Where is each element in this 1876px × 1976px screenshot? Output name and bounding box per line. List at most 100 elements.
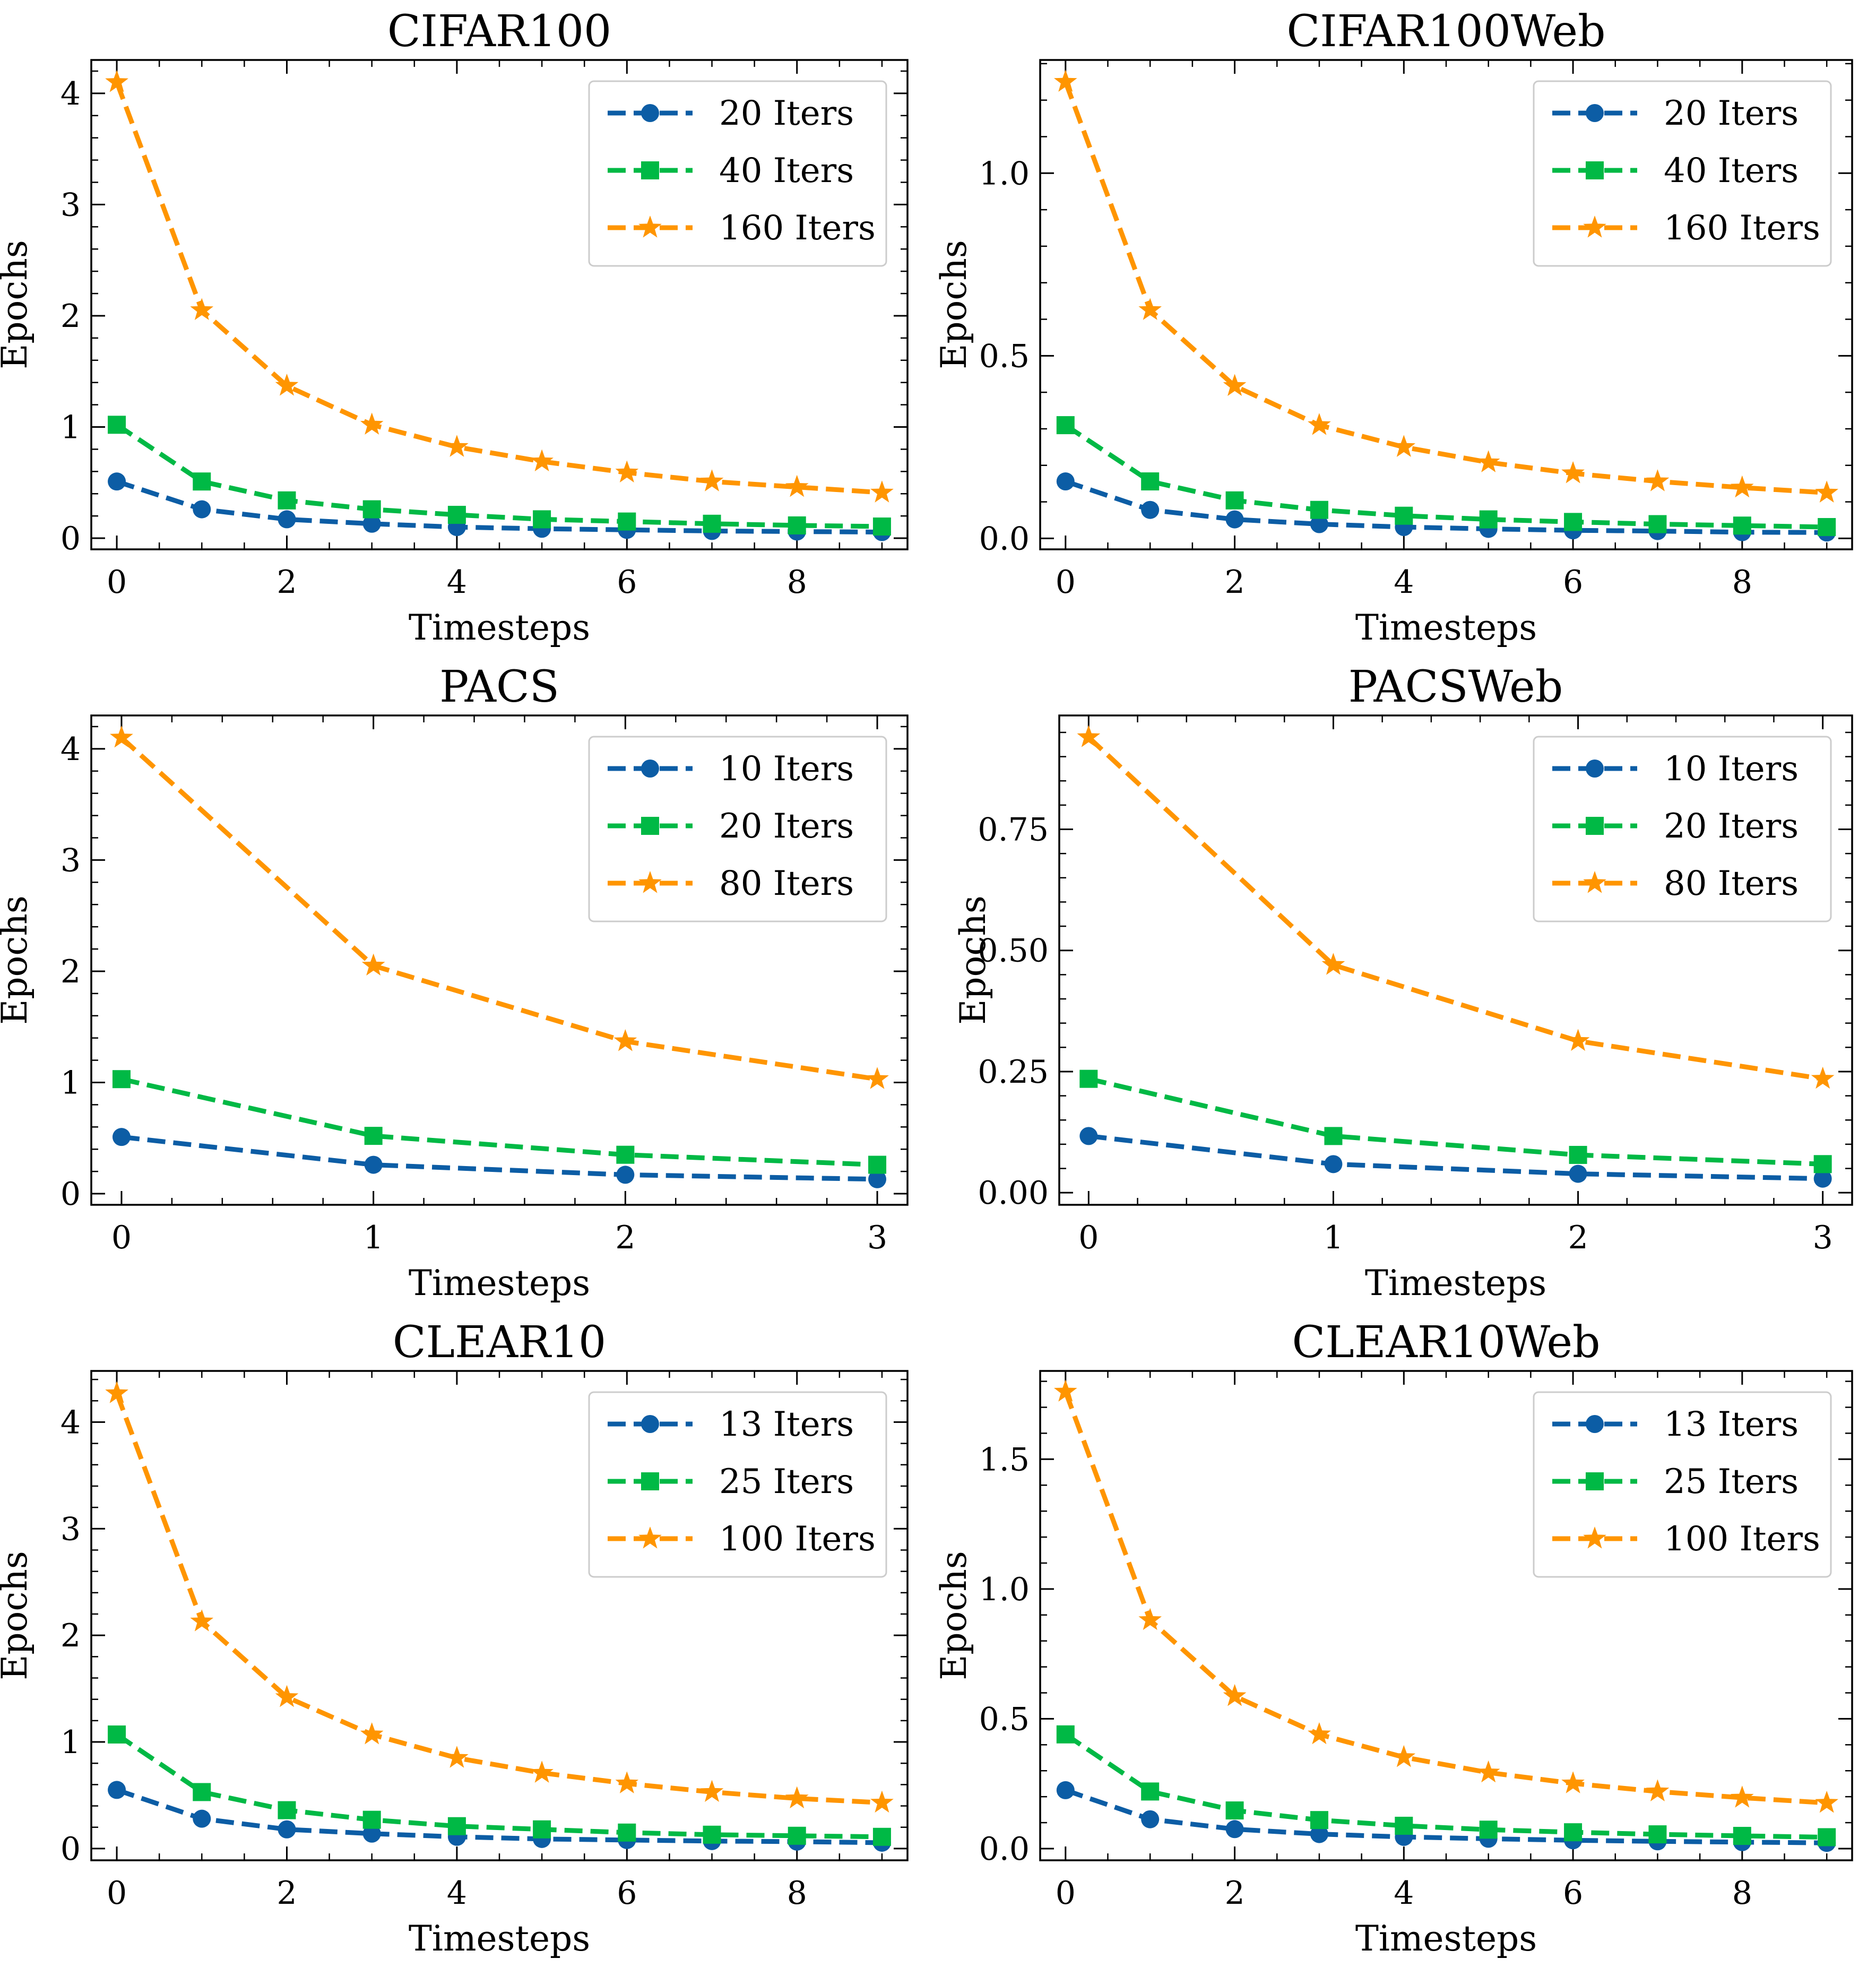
y-tick-label: 0.75 <box>978 812 1049 849</box>
data-point <box>1141 472 1160 491</box>
series-line-2 <box>1063 1391 1827 1806</box>
data-point <box>618 512 636 531</box>
y-tick-label: 2 <box>60 298 81 335</box>
data-point <box>1811 1066 1835 1089</box>
data-point <box>1054 70 1077 92</box>
series-line-2 <box>114 81 883 495</box>
series-line-0 <box>121 1134 878 1182</box>
legend: 13 Iters 25 Iters 100 Iters <box>588 1391 887 1578</box>
data-point <box>1079 1069 1098 1088</box>
x-tick-label: 8 <box>787 564 807 601</box>
axes-frame <box>90 714 909 1206</box>
data-point <box>1479 510 1498 529</box>
x-tick-label: 0 <box>111 1219 132 1256</box>
chart-panel-pacsweb: PACSWeb Timesteps Epochs 0 1 2 3 0.00 0.25 0.50 0.… <box>953 662 1853 1304</box>
series-line-0 <box>1065 1788 1827 1845</box>
legend-label: 13 Iters <box>1664 1405 1799 1444</box>
chart-title: PACS <box>439 662 559 712</box>
series-line-1 <box>1064 1732 1827 1840</box>
data-point <box>1648 1825 1667 1844</box>
data-point <box>703 1825 721 1844</box>
data-point <box>1476 1760 1500 1783</box>
data-point <box>105 70 128 92</box>
data-point <box>1566 1029 1590 1051</box>
data-point <box>278 1801 296 1819</box>
data-point <box>1225 491 1244 510</box>
legend: 20 Iters 40 Iters 160 Iters <box>588 80 887 267</box>
series-line-0 <box>116 1788 882 1845</box>
legend-marker <box>641 760 659 778</box>
data-point <box>1476 450 1500 472</box>
data-point <box>785 474 809 497</box>
series-line-1 <box>115 422 882 529</box>
x-tick-label: 0 <box>1078 1219 1099 1256</box>
axes-frame <box>1039 59 1853 550</box>
axes-frame <box>1058 714 1853 1206</box>
data-point <box>105 1381 128 1403</box>
legend-box <box>1533 736 1832 922</box>
data-point <box>1310 1825 1328 1843</box>
y-tick-label: 4 <box>60 75 81 113</box>
data-point <box>362 500 381 519</box>
legend-marker <box>1583 1526 1606 1549</box>
x-tick-label: 0 <box>1056 1875 1076 1912</box>
legend-label: 10 Iters <box>1664 749 1799 789</box>
y-tick-label: 0.00 <box>978 1175 1049 1212</box>
y-tick-label: 0.0 <box>979 520 1030 557</box>
data-point <box>112 1070 131 1089</box>
x-tick-label: 0 <box>107 564 127 601</box>
data-point <box>616 1145 635 1164</box>
data-point <box>1815 480 1838 503</box>
data-point <box>445 1746 469 1768</box>
legend-label: 40 Iters <box>1664 151 1799 191</box>
legend-marker <box>641 161 659 179</box>
y-tick-label: 0 <box>60 520 81 557</box>
data-point <box>1569 1145 1587 1164</box>
data-point <box>193 1809 211 1828</box>
legend-label: 100 Iters <box>719 1520 876 1559</box>
data-point <box>193 500 211 519</box>
legend-label: 13 Iters <box>719 1405 854 1444</box>
axes-frame <box>90 1370 909 1861</box>
y-tick-label: 1.0 <box>979 155 1030 192</box>
data-point <box>360 412 384 435</box>
x-tick-label: 6 <box>617 1875 637 1912</box>
data-point <box>190 1609 214 1632</box>
y-tick-label: 3 <box>60 186 81 223</box>
y-tick-label: 1 <box>60 1724 81 1761</box>
data-point <box>1818 518 1836 537</box>
legend-marker <box>1586 161 1604 179</box>
x-tick-label: 2 <box>1568 1219 1588 1256</box>
axes-frame <box>1039 1370 1853 1861</box>
x-axis-label: Timesteps <box>409 607 590 648</box>
legend-marker <box>1583 871 1606 893</box>
legend-label: 20 Iters <box>719 94 854 133</box>
legend: 10 Iters 20 Iters 80 Iters <box>588 736 887 922</box>
legend-marker <box>638 215 662 238</box>
data-point <box>618 1823 636 1842</box>
data-point <box>190 298 214 320</box>
x-tick-label: 3 <box>1813 1219 1833 1256</box>
data-point <box>108 472 126 491</box>
legend-box <box>588 80 887 267</box>
data-point <box>1646 469 1670 491</box>
legend-marker <box>638 1526 662 1549</box>
data-point <box>1056 1725 1075 1744</box>
data-point <box>364 1155 383 1174</box>
chart-panel-clear10web: CLEAR10Web Timesteps Epochs 0 2 4 6 8 0.0 0.5 1.0 1… <box>933 1317 1853 1959</box>
data-point <box>1308 413 1331 435</box>
chart-title: CIFAR100 <box>387 6 611 57</box>
data-point <box>278 491 296 510</box>
y-axis-label: Epochs <box>0 895 35 1025</box>
y-axis-label: Epochs <box>953 895 993 1025</box>
chart-title: CIFAR100Web <box>1287 6 1606 57</box>
data-point <box>1564 513 1583 531</box>
x-axis-label: Timesteps <box>1355 1918 1537 1959</box>
legend-label: 160 Iters <box>1664 209 1820 248</box>
data-point <box>362 514 381 533</box>
data-point <box>868 1170 887 1188</box>
data-point <box>615 460 639 482</box>
series-line-0 <box>1065 479 1827 535</box>
legend-box <box>588 736 887 922</box>
y-tick-label: 3 <box>60 1511 81 1548</box>
